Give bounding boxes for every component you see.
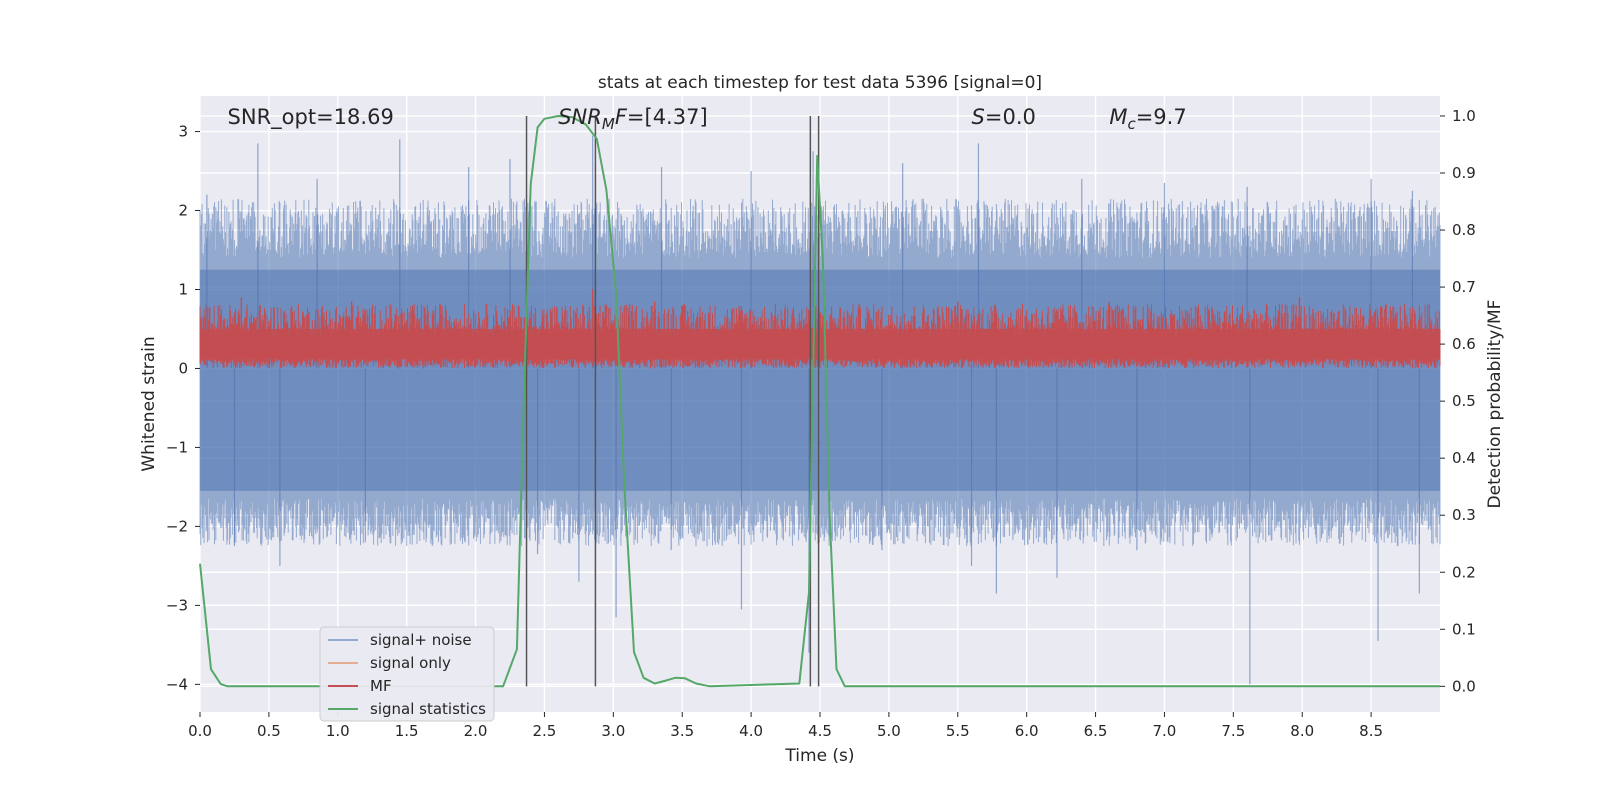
x-tick-label: 8.5: [1359, 722, 1383, 740]
x-tick-label: 6.0: [1015, 722, 1039, 740]
x-tick-label: 7.0: [1153, 722, 1177, 740]
y-right-tick-label: 0.6: [1452, 335, 1476, 353]
y-right-axis-ticks: 0.0 0.1 0.2 0.3 0.4 0.5 0.6 0.7 0.8 0.9 1.0: [1440, 107, 1476, 695]
y-right-tick-label: 1.0: [1452, 107, 1476, 125]
vertical-markers: [525, 115, 820, 687]
x-tick-label: 0.0: [188, 722, 212, 740]
legend-label-mf: MF: [370, 677, 392, 695]
signal-statistics-series: [199, 115, 1440, 688]
signal-noise-series: [199, 135, 1441, 685]
y-left-tick-label: −1: [166, 438, 188, 456]
y-left-axis-label: Whitened strain: [139, 336, 159, 471]
legend-frame: [319, 626, 495, 722]
y-right-tick-label: 0.5: [1452, 392, 1476, 410]
x-tick-label: 5.0: [877, 722, 901, 740]
y-right-tick-label: 0.4: [1452, 449, 1476, 467]
x-tick-label: 3.0: [601, 722, 625, 740]
mf-core: [200, 328, 1440, 359]
y-left-tick-label: −2: [166, 517, 188, 535]
x-tick-label: 4.5: [808, 722, 832, 740]
legend-label-signal-only: signal only: [370, 654, 451, 672]
y-right-tick-label: 0.2: [1452, 563, 1476, 581]
x-tick-label: 0.5: [257, 722, 281, 740]
y-left-tick-label: −3: [166, 596, 188, 614]
y-right-tick-label: 0.8: [1452, 221, 1476, 239]
x-tick-label: 5.5: [946, 722, 970, 740]
y-right-tick-label: 0.3: [1452, 506, 1476, 524]
annotations: SNR_opt=18.69 SNRMF=[4.37] S=0.0 Mc=9.7: [228, 105, 1187, 133]
y-right-tick-label: 0.9: [1452, 164, 1476, 182]
x-tick-label: 7.5: [1221, 722, 1245, 740]
y-left-tick-label: 0: [178, 359, 188, 377]
legend-label-signal-noise: signal+ noise: [370, 631, 472, 649]
x-tick-label: 1.0: [326, 722, 350, 740]
x-tick-label: 1.5: [395, 722, 419, 740]
x-tick-label: 6.5: [1084, 722, 1108, 740]
x-tick-label: 2.0: [464, 722, 488, 740]
x-tick-label: 8.0: [1290, 722, 1314, 740]
signal-statistics-line: [199, 115, 1440, 688]
x-axis-label: Time (s): [784, 746, 854, 766]
annotation-snr-mf: SNRMF=[4.37]: [558, 105, 707, 133]
legend-label-signal-statistics: signal statistics: [370, 700, 486, 718]
y-left-tick-label: 2: [178, 202, 188, 220]
y-left-tick-label: 1: [178, 280, 188, 298]
chart-title: stats at each timestep for test data 539…: [598, 73, 1042, 93]
x-axis-ticks: 0.0 0.5 1.0 1.5 2.0 2.5 3.0 3.5 4.0 4.5 5.0 5.5 6.0 6…: [188, 712, 1383, 740]
y-right-tick-label: 0.0: [1452, 677, 1476, 695]
x-tick-label: 2.5: [533, 722, 557, 740]
x-tick-label: 4.0: [739, 722, 763, 740]
annotation-s-value: S=0.0: [972, 105, 1036, 129]
signal-noise-core: [200, 269, 1440, 491]
annotation-chirp-mass: Mc=9.7: [1109, 105, 1186, 133]
legend: signal+ noise signal only MF signal stat…: [319, 626, 495, 722]
y-right-tick-label: 0.7: [1452, 278, 1476, 296]
x-tick-label: 3.5: [670, 722, 694, 740]
y-left-tick-label: 3: [178, 123, 188, 141]
y-left-axis-ticks: −4 −3 −2 −1 0 1 2 3: [166, 123, 200, 693]
y-right-axis-label: Detection probability/MF: [1485, 300, 1505, 509]
annotation-snr-opt: SNR_opt=18.69: [228, 105, 394, 130]
y-left-tick-label: −4: [166, 675, 188, 693]
y-right-tick-label: 0.1: [1452, 620, 1476, 638]
mf-series: [199, 289, 1441, 369]
